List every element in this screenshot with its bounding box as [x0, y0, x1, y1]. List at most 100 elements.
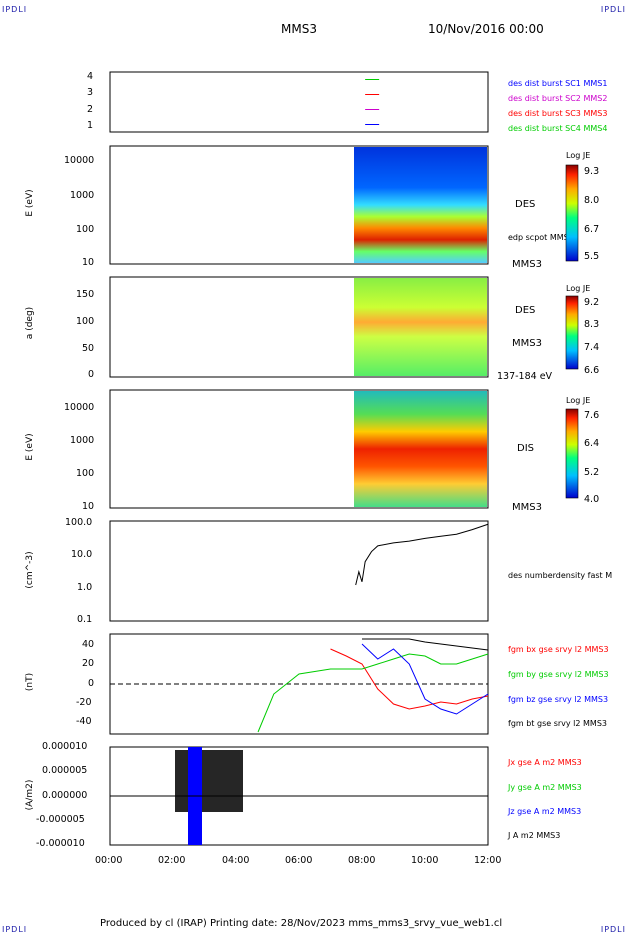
p3-cbar-t1: 9.2 [584, 297, 600, 308]
field-line-3 [361, 643, 489, 715]
xtick-0800: 08:00 [348, 855, 376, 866]
p3-cbar-t3: 7.4 [584, 342, 600, 353]
p4-ytick-10: 10 [82, 501, 95, 512]
p5-ytick-100: 100.0 [65, 517, 93, 528]
p2-ytick-10: 10 [82, 257, 95, 268]
p2-cbar-title: Log JE [566, 151, 591, 160]
p3-label-energy: 137-184 eV [497, 371, 553, 382]
p3-cbar-title: Log JE [566, 284, 591, 293]
p7-ytick-3: 0.000000 [42, 790, 88, 801]
legend-sc4: des dist burst SC4 MMS4 [508, 124, 608, 133]
colorbar-2 [565, 295, 579, 370]
p3-ytick-100: 100 [76, 316, 95, 327]
p1-ytick-4: 4 [87, 71, 94, 82]
xtick-0600: 06:00 [285, 855, 313, 866]
p2-cbar-t4: 5.5 [584, 251, 600, 262]
date-title: 10/Nov/2016 00:00 [428, 22, 544, 36]
p3-cbar-t2: 8.3 [584, 319, 600, 330]
panel2-frame [109, 145, 489, 265]
corner-tag-br: IPDLI [600, 925, 626, 934]
xtick-1200: 12:00 [474, 855, 502, 866]
panel5-lines [355, 523, 489, 586]
p4-ytick-100: 100 [76, 468, 95, 479]
legend-sc2: des dist burst SC2 MMS2 [508, 94, 608, 103]
p1-ytick-3: 3 [87, 87, 94, 98]
density-line [355, 523, 489, 586]
colorbar-1 [565, 164, 579, 262]
corner-tag-bl: IPDLI [2, 925, 28, 934]
p4-cbar-t4: 4.0 [584, 494, 600, 505]
dis-energy-spectrogram [354, 391, 487, 507]
colorbar-3 [565, 408, 579, 499]
p6-ytick-20: 20 [82, 658, 95, 669]
p6-legend-bx: fgm bx gse srvy l2 MMS3 [508, 645, 609, 654]
p2-cbar-t1: 9.3 [584, 166, 600, 177]
legend-sc3: des dist burst SC3 MMS3 [508, 109, 608, 118]
panel1-frame [109, 71, 489, 133]
p7-ytick-2: 0.000005 [42, 765, 88, 776]
des-pitch-spectrogram [354, 278, 487, 376]
corner-tag-tl: IPDLI [2, 5, 28, 14]
p3-ytick-0: 0 [88, 369, 95, 380]
p1-ytick-1: 1 [87, 120, 94, 131]
xtick-0400: 04:00 [222, 855, 250, 866]
p6-ytick-m20: -20 [76, 697, 92, 708]
p4-cbar-t3: 5.2 [584, 467, 600, 478]
p7-legend-jy: Jy gse A m2 MMS3 [508, 783, 582, 792]
p4-cbar-title: Log JE [566, 396, 591, 405]
p2-label-edp: edp scpot MMS3 [508, 233, 574, 242]
p4-label-mms3: MMS3 [512, 502, 542, 513]
p4-label-dis: DIS [517, 443, 534, 454]
p2-ytick-10000: 10000 [64, 155, 95, 166]
mission-title: MMS3 [281, 22, 317, 36]
p2-ytick-1000: 1000 [70, 190, 95, 201]
p7-ytick-4: -0.000005 [36, 814, 85, 825]
p6-ytick-0: 0 [88, 678, 95, 689]
p4-cbar-t1: 7.6 [584, 410, 600, 421]
panel3-frame [109, 276, 489, 378]
current-burst-black [175, 750, 243, 812]
corner-tag-tr: IPDLI [600, 5, 626, 14]
field-line-1 [330, 648, 489, 710]
panel1-lines [365, 79, 385, 125]
p7-legend-j: J A m2 MMS3 [508, 831, 561, 840]
p4-ytick-1000: 1000 [70, 435, 95, 446]
footer-text: Produced by cl (IRAP) Printing date: 28/… [100, 918, 503, 929]
p6-legend-bz: fgm bz gse srvy l2 MMS3 [508, 695, 609, 704]
p2-label-des: DES [515, 199, 536, 210]
p7-ytick-1: 0.000010 [42, 741, 88, 752]
panel5-frame [109, 520, 489, 622]
p6-ytick-m40: -40 [76, 716, 92, 727]
p2-ytick-100: 100 [76, 224, 95, 235]
p7-legend-jz: Jz gse A m2 MMS3 [508, 807, 582, 816]
xtick-0000: 00:00 [95, 855, 123, 866]
p7-ytick-5: -0.000010 [36, 838, 85, 849]
p3-cbar-t4: 6.6 [584, 365, 600, 376]
p3-ytick-50: 50 [82, 343, 95, 354]
panel4-frame [109, 389, 489, 509]
field-line-2 [257, 653, 489, 733]
p3-label-mms3: MMS3 [512, 338, 542, 349]
p3-ytick-150: 150 [76, 289, 95, 300]
p2-label-mms3: MMS3 [512, 259, 542, 270]
p5-legend: des numberdensity fast M [508, 571, 613, 580]
legend-sc1: des dist burst SC1 MMS1 [508, 79, 608, 88]
p5-ytick-1: 1.0 [77, 582, 93, 593]
field-line-4 [362, 638, 489, 651]
p1-ytick-2: 2 [87, 104, 94, 115]
p6-ytick-40: 40 [82, 639, 95, 650]
p2-cbar-t3: 6.7 [584, 224, 600, 235]
des-energy-spectrogram [354, 147, 487, 263]
p7-legend-jx: Jx gse A m2 MMS3 [508, 758, 582, 767]
xtick-1000: 10:00 [411, 855, 439, 866]
p6-legend-bt: fgm bt gse srvy l2 MMS3 [508, 719, 607, 728]
p4-ytick-10000: 10000 [64, 402, 95, 413]
p4-cbar-t2: 6.4 [584, 438, 600, 449]
p5-ytick-10: 10.0 [71, 549, 93, 560]
panel6-lines [257, 638, 489, 733]
xtick-0200: 02:00 [158, 855, 186, 866]
p3-label-des: DES [515, 305, 536, 316]
p2-cbar-t2: 8.0 [584, 195, 600, 206]
p5-ytick-0.1: 0.1 [77, 614, 93, 625]
